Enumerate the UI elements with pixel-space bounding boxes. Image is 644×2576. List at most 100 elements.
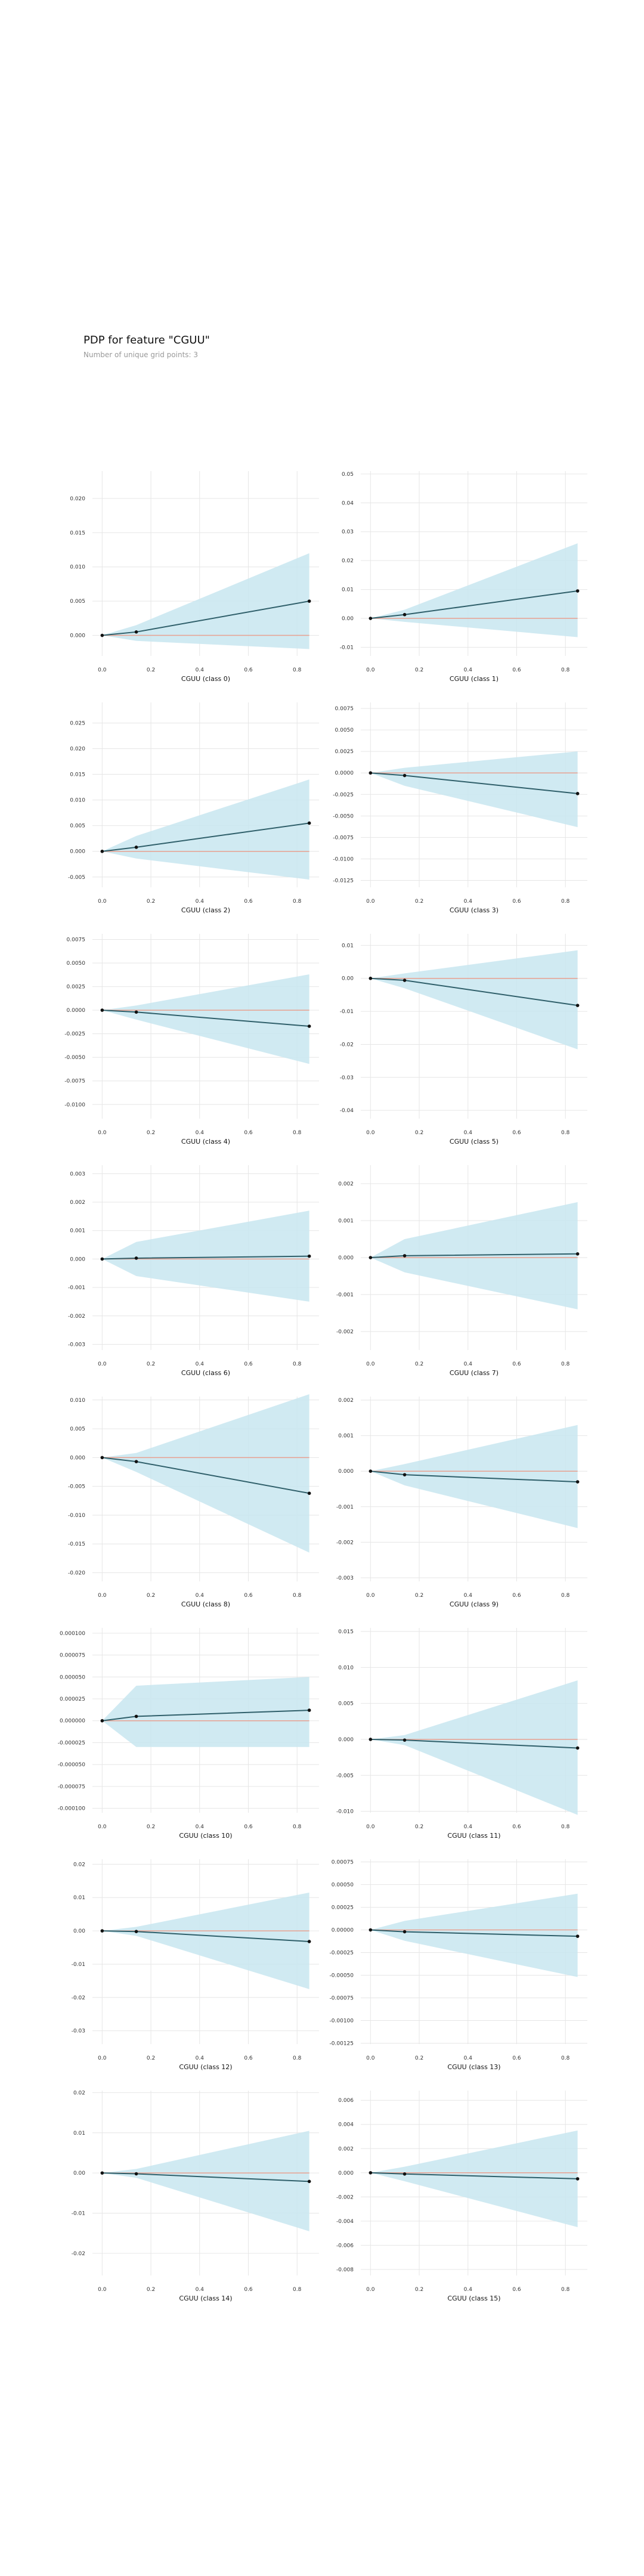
y-tick-label: 0.025 xyxy=(70,720,85,726)
y-tick-label: -0.006 xyxy=(336,2243,354,2249)
confidence-band xyxy=(370,1202,578,1309)
pdp-point xyxy=(402,1473,407,1476)
x-tick-label: 0.8 xyxy=(561,1361,570,1367)
x-tick-label: 0.0 xyxy=(98,1361,107,1367)
x-tick-label: 0.4 xyxy=(196,1361,205,1367)
x-tick-label: 0.0 xyxy=(366,1130,375,1136)
y-tick-label: 0.000 xyxy=(338,1469,354,1475)
x-tick-label: 0.6 xyxy=(244,1130,253,1136)
x-tick-label: 0.6 xyxy=(512,899,521,905)
x-tick-label: 0.6 xyxy=(512,1361,521,1367)
x-tick-label: 0.2 xyxy=(147,1824,155,1830)
y-tick-label: -0.015 xyxy=(68,1541,85,1547)
confidence-band xyxy=(370,1893,578,1977)
pdp-point xyxy=(369,771,373,775)
confidence-band xyxy=(370,1425,578,1528)
pdp-panel-class-13: 0.0 0.2 0.4 0.6 0.8 -0.00125 -0.00100 -0.00075 -… xyxy=(330,1859,587,2071)
confidence-band xyxy=(370,1680,578,1815)
x-tick-label: 0.2 xyxy=(415,2055,423,2061)
x-axis-label: CGUU (class 6) xyxy=(181,1369,230,1377)
y-tick-label: 0.004 xyxy=(338,2122,354,2128)
y-tick-label: 0.003 xyxy=(70,1171,85,1177)
x-tick-label: 0.4 xyxy=(196,1593,205,1599)
pdp-panel-class-2: 0.0 0.2 0.4 0.6 0.8 -0.005 0.000 0.005 0.010 0.01… xyxy=(68,702,319,914)
y-tick-label: -0.0075 xyxy=(333,835,354,841)
y-tick-label: 0.01 xyxy=(342,587,354,593)
y-tick-label: 0.0025 xyxy=(335,749,354,755)
y-tick-label: -0.001 xyxy=(336,1504,354,1510)
y-tick-label: 0.0000 xyxy=(335,770,354,776)
x-axis-label: CGUU (class 7) xyxy=(450,1369,499,1377)
y-tick-label: 0.02 xyxy=(73,2090,85,2096)
y-tick-label: 0.010 xyxy=(338,1665,354,1671)
x-tick-label: 0.2 xyxy=(415,899,423,905)
x-tick-label: 0.0 xyxy=(366,2055,375,2061)
y-tick-label: -0.00125 xyxy=(330,2041,354,2046)
y-tick-label: 0.03 xyxy=(342,530,354,535)
x-tick-label: 0.8 xyxy=(293,667,302,673)
pdp-point xyxy=(307,1491,311,1496)
confidence-band xyxy=(370,751,578,828)
y-tick-label: -0.00100 xyxy=(330,2018,354,2024)
pdp-point xyxy=(575,589,580,593)
y-tick-label: -0.002 xyxy=(68,1314,85,1320)
y-tick-label: -0.04 xyxy=(340,1108,354,1114)
x-tick-label: 0.8 xyxy=(561,667,570,673)
y-tick-label: 0.00 xyxy=(73,2171,85,2176)
x-axis-label: CGUU (class 12) xyxy=(179,2063,232,2071)
pdp-panel-class-10: 0.0 0.2 0.4 0.6 0.8 -0.000100 -0.000075 -0.0000… xyxy=(58,1628,319,1840)
pdp-point xyxy=(402,1930,407,1934)
pdp-point xyxy=(575,1252,580,1256)
y-tick-label: 0.005 xyxy=(338,1701,354,1707)
pdp-panel-class-5: 0.0 0.2 0.4 0.6 0.8 -0.04 -0.03 -0.02 -0.01 0.00 0… xyxy=(340,934,587,1145)
pdp-point xyxy=(307,1940,311,1943)
y-tick-label: 0.015 xyxy=(70,772,85,778)
x-tick-label: 0.8 xyxy=(293,2287,302,2293)
y-tick-label: 0.000050 xyxy=(60,1674,85,1680)
y-tick-label: -0.00075 xyxy=(330,1996,354,2002)
x-axis-label: CGUU (class 5) xyxy=(450,1138,499,1145)
confidence-band xyxy=(102,779,309,880)
x-tick-label: 0.8 xyxy=(561,1824,570,1830)
pdp-panel-class-6: 0.0 0.2 0.4 0.6 0.8 -0.003 -0.002 -0.001 0.000 0.… xyxy=(68,1165,319,1377)
pdp-panel-class-9: 0.0 0.2 0.4 0.6 0.8 -0.003 -0.002 -0.001 0.000 0.… xyxy=(336,1397,587,1608)
y-tick-label: -0.0050 xyxy=(64,1055,85,1061)
x-tick-label: 0.0 xyxy=(366,1361,375,1367)
y-tick-label: -0.010 xyxy=(68,1513,85,1519)
y-tick-label: -0.001 xyxy=(68,1285,85,1291)
y-tick-label: 0.000075 xyxy=(60,1653,85,1659)
pdp-point xyxy=(369,1928,373,1932)
x-tick-label: 0.4 xyxy=(464,2055,473,2061)
pdp-point xyxy=(100,849,104,853)
pdp-point xyxy=(134,1714,138,1719)
confidence-band xyxy=(102,1892,309,1989)
y-tick-label: 0.0000 xyxy=(67,1008,86,1014)
pdp-point xyxy=(575,2177,580,2181)
pdp-point xyxy=(307,1708,311,1712)
y-tick-label: 0.00 xyxy=(342,616,354,622)
x-axis-label: CGUU (class 0) xyxy=(181,675,230,683)
pdp-point xyxy=(100,1719,104,1723)
pdp-point xyxy=(307,1254,311,1258)
pdp-point xyxy=(307,821,311,825)
pdp-panel-class-15: 0.0 0.2 0.4 0.6 0.8 -0.008 -0.006 -0.004 -0.002 0… xyxy=(336,2091,587,2302)
pdp-point xyxy=(134,1460,138,1463)
pdp-point xyxy=(100,1929,104,1933)
x-axis-label: CGUU (class 2) xyxy=(181,906,230,914)
x-tick-label: 0.2 xyxy=(147,667,155,673)
y-tick-label: -0.010 xyxy=(336,1809,354,1815)
pdp-point xyxy=(369,2171,373,2175)
x-tick-label: 0.0 xyxy=(98,1130,107,1136)
y-tick-label: 0.000 xyxy=(70,849,85,855)
pdp-point xyxy=(369,617,373,620)
x-tick-label: 0.2 xyxy=(415,1361,423,1367)
y-tick-label: 0.001 xyxy=(338,1218,354,1224)
confidence-band xyxy=(102,1210,309,1302)
pdp-point xyxy=(307,599,311,603)
y-tick-label: 0.010 xyxy=(70,565,85,571)
x-tick-label: 0.0 xyxy=(366,1593,375,1599)
pdp-panel-class-3: 0.0 0.2 0.4 0.6 0.8 -0.0125 -0.0100 -0.0075 -0.0… xyxy=(333,702,587,914)
x-tick-label: 0.0 xyxy=(366,667,375,673)
y-tick-label: -0.005 xyxy=(68,1484,85,1490)
pdp-panel-class-12: 0.0 0.2 0.4 0.6 0.8 -0.03 -0.02 -0.01 0.00 0.01 0.… xyxy=(72,1859,319,2071)
